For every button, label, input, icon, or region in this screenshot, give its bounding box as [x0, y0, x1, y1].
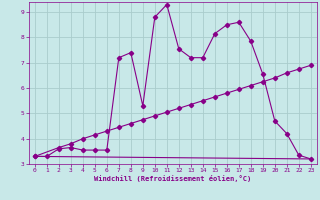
X-axis label: Windchill (Refroidissement éolien,°C): Windchill (Refroidissement éolien,°C): [94, 175, 252, 182]
